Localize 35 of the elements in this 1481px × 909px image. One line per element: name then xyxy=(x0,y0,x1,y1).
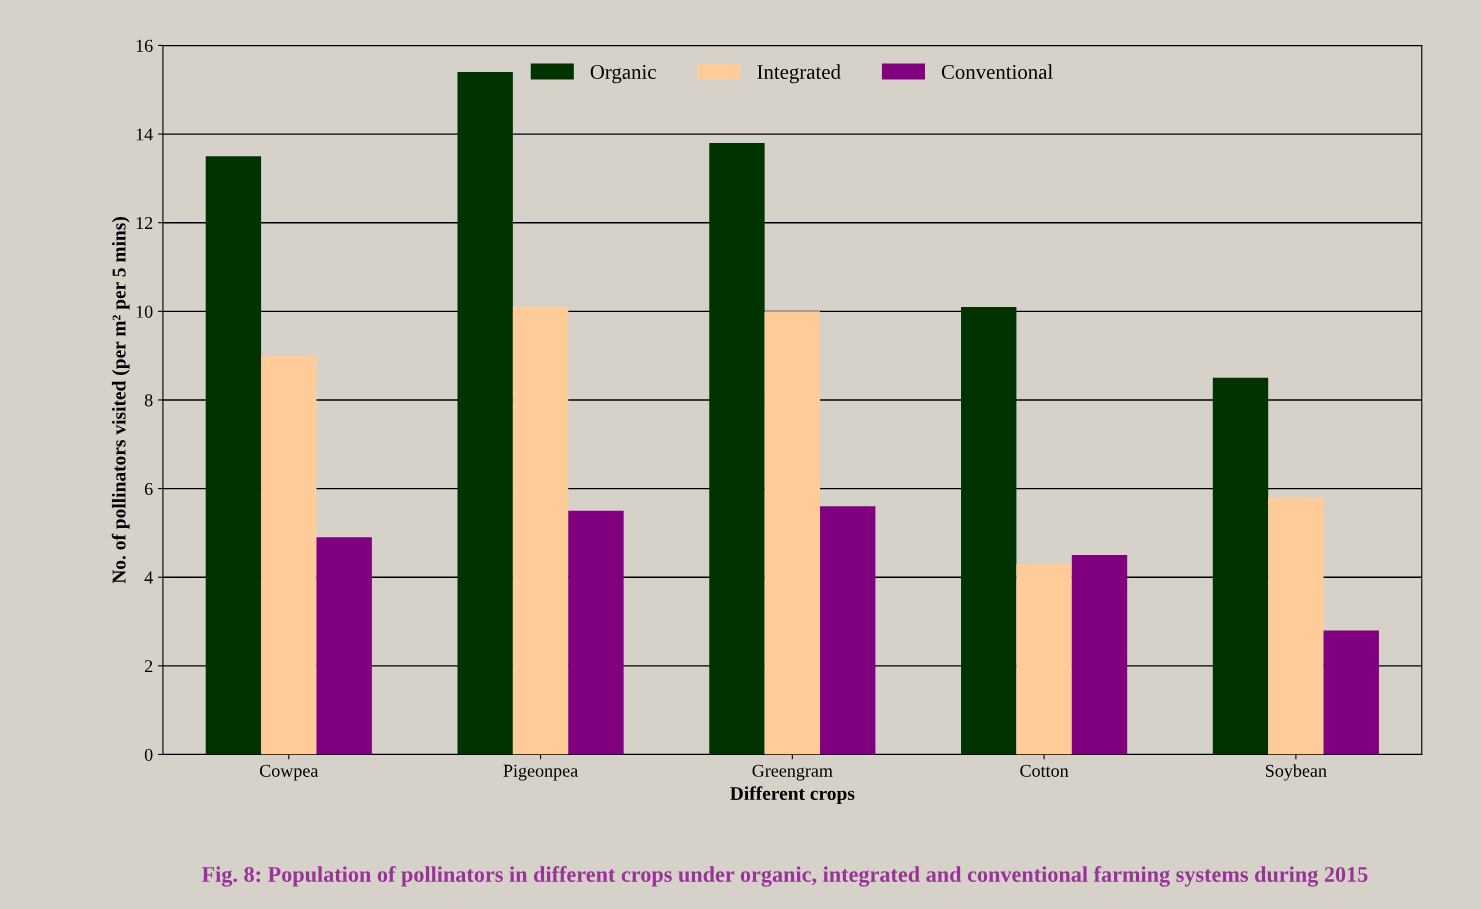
y-tick-label: 4 xyxy=(144,571,153,584)
legend-label: Integrated xyxy=(757,64,841,84)
x-tick-label: Cotton xyxy=(1020,764,1069,777)
bar xyxy=(457,72,513,755)
y-tick-label: 2 xyxy=(144,660,153,673)
bar xyxy=(316,537,372,755)
y-tick-label: 6 xyxy=(144,482,153,496)
legend-label: Conventional xyxy=(941,64,1053,79)
bar xyxy=(709,142,765,755)
bar xyxy=(820,506,876,755)
x-tick-label: Soybean xyxy=(1265,764,1327,781)
bar xyxy=(205,156,262,755)
y-tick-label: 14 xyxy=(136,128,153,141)
bar xyxy=(961,306,1017,755)
x-axis-title: Different crops xyxy=(730,786,855,804)
legend-label: Organic xyxy=(590,64,656,84)
x-tick-label: Pigeonpea xyxy=(503,764,578,781)
bar xyxy=(1212,377,1269,755)
x-tick-label: Greengram xyxy=(752,764,833,781)
y-tick-label: 16 xyxy=(136,39,153,52)
bar xyxy=(261,355,317,755)
bar xyxy=(1071,555,1128,755)
bar xyxy=(512,306,569,755)
bar xyxy=(1323,630,1379,755)
bar xyxy=(764,311,821,755)
bar xyxy=(1016,563,1072,755)
y-tick-label: 10 xyxy=(136,305,153,318)
y-tick-label: 8 xyxy=(144,394,153,407)
caption: Fig. 8: Population of pollinators in different crops under organic, integrated and conventional farming systems during 2015 xyxy=(201,866,1368,887)
y-tick-label: 0 xyxy=(144,748,153,761)
x-tick-label: Cowpea xyxy=(259,764,319,781)
bar xyxy=(1268,497,1324,755)
y-axis-title: No. of pollinators visited (per m² per 5 mins) xyxy=(111,217,130,584)
bar xyxy=(568,510,624,755)
y-tick-label: 12 xyxy=(136,217,153,229)
